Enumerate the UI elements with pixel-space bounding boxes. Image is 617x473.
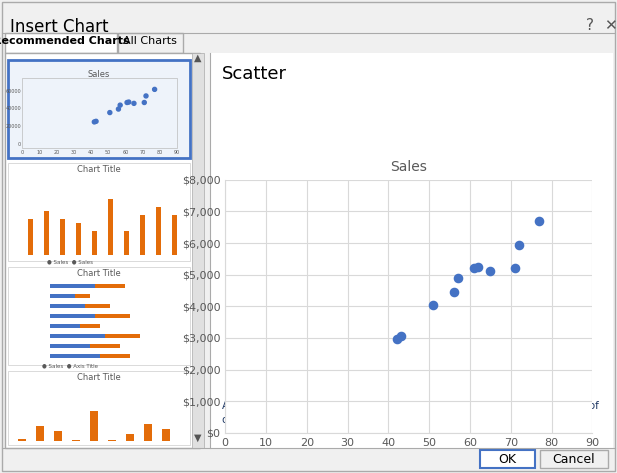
FancyBboxPatch shape [50, 304, 85, 308]
Circle shape [126, 100, 131, 104]
Point [486, 268, 495, 275]
FancyBboxPatch shape [18, 438, 26, 441]
FancyBboxPatch shape [108, 199, 113, 255]
Circle shape [125, 100, 129, 105]
Text: ▼: ▼ [194, 433, 202, 443]
Text: 20: 20 [53, 150, 60, 155]
Circle shape [132, 101, 136, 105]
Text: 30: 30 [70, 150, 77, 155]
Text: 40000: 40000 [6, 106, 21, 112]
Point [469, 264, 479, 272]
Text: 0: 0 [20, 150, 23, 155]
Text: 50: 50 [105, 150, 111, 155]
Text: 40: 40 [88, 150, 94, 155]
FancyBboxPatch shape [172, 215, 177, 255]
Circle shape [118, 103, 122, 107]
FancyBboxPatch shape [162, 429, 170, 441]
FancyBboxPatch shape [44, 211, 49, 255]
FancyBboxPatch shape [76, 223, 81, 255]
FancyBboxPatch shape [140, 215, 145, 255]
FancyBboxPatch shape [92, 231, 97, 255]
Text: Recommended Charts: Recommended Charts [0, 36, 130, 46]
FancyBboxPatch shape [540, 450, 608, 468]
FancyBboxPatch shape [5, 33, 117, 53]
FancyBboxPatch shape [108, 440, 116, 441]
FancyBboxPatch shape [50, 334, 140, 338]
FancyBboxPatch shape [54, 431, 62, 441]
FancyBboxPatch shape [50, 334, 105, 338]
Title: Sales: Sales [391, 160, 427, 175]
Text: OK: OK [498, 453, 516, 465]
FancyBboxPatch shape [50, 344, 90, 348]
Circle shape [108, 111, 112, 114]
Text: Scatter: Scatter [222, 65, 287, 83]
Circle shape [143, 100, 146, 105]
Text: 0: 0 [18, 141, 21, 147]
FancyBboxPatch shape [480, 450, 535, 468]
FancyBboxPatch shape [156, 207, 161, 255]
Text: ▲: ▲ [194, 53, 202, 63]
Text: Insert Chart: Insert Chart [10, 18, 109, 36]
Point [395, 333, 405, 340]
Point [428, 301, 438, 308]
Text: ● Sales  ● Sales: ● Sales ● Sales [47, 259, 93, 264]
Point [453, 274, 463, 281]
FancyBboxPatch shape [118, 33, 183, 53]
FancyBboxPatch shape [124, 231, 129, 255]
Text: 80: 80 [157, 150, 163, 155]
Circle shape [94, 119, 98, 123]
FancyBboxPatch shape [50, 324, 80, 328]
Text: 10: 10 [36, 150, 43, 155]
FancyBboxPatch shape [50, 284, 95, 288]
FancyBboxPatch shape [144, 423, 152, 441]
FancyBboxPatch shape [50, 324, 100, 328]
FancyBboxPatch shape [8, 163, 190, 261]
FancyBboxPatch shape [50, 314, 130, 318]
FancyBboxPatch shape [50, 284, 125, 288]
Text: Chart Title: Chart Title [77, 165, 121, 174]
Text: Chart Title: Chart Title [77, 269, 121, 278]
Text: 60: 60 [122, 150, 128, 155]
Point [473, 263, 483, 271]
FancyBboxPatch shape [50, 304, 110, 308]
Text: Chart Title: Chart Title [77, 373, 121, 382]
Circle shape [144, 94, 148, 98]
FancyBboxPatch shape [90, 411, 98, 441]
FancyBboxPatch shape [5, 53, 200, 448]
Text: ● Sales  ● Axis Title: ● Sales ● Axis Title [42, 363, 98, 368]
FancyBboxPatch shape [50, 314, 95, 318]
Point [510, 264, 520, 272]
FancyBboxPatch shape [50, 354, 100, 358]
Text: A scatter chart is used to compare at least two sets of values or pairs of
data.: A scatter chart is used to compare at le… [222, 401, 599, 425]
Text: 90: 90 [174, 150, 180, 155]
FancyBboxPatch shape [8, 267, 190, 365]
Text: Cancel: Cancel [553, 453, 595, 465]
FancyBboxPatch shape [72, 440, 80, 441]
FancyBboxPatch shape [50, 344, 120, 348]
Point [392, 335, 402, 342]
Text: All Charts: All Charts [123, 36, 177, 46]
FancyBboxPatch shape [210, 53, 613, 448]
Circle shape [152, 88, 157, 91]
Point [514, 241, 524, 248]
FancyBboxPatch shape [192, 53, 204, 448]
FancyBboxPatch shape [8, 60, 190, 158]
FancyBboxPatch shape [50, 294, 75, 298]
FancyBboxPatch shape [60, 219, 65, 255]
Circle shape [117, 107, 120, 111]
Text: 20000: 20000 [6, 124, 21, 129]
Text: ?: ? [586, 18, 594, 33]
FancyBboxPatch shape [50, 294, 90, 298]
Point [534, 217, 544, 225]
FancyBboxPatch shape [8, 371, 190, 445]
FancyBboxPatch shape [28, 219, 33, 255]
FancyBboxPatch shape [50, 354, 130, 358]
FancyBboxPatch shape [36, 426, 44, 441]
FancyBboxPatch shape [126, 433, 134, 441]
Circle shape [93, 120, 96, 124]
Text: ✕: ✕ [603, 18, 616, 33]
Text: Sales: Sales [88, 70, 110, 79]
Text: 70: 70 [139, 150, 146, 155]
Point [449, 288, 458, 296]
